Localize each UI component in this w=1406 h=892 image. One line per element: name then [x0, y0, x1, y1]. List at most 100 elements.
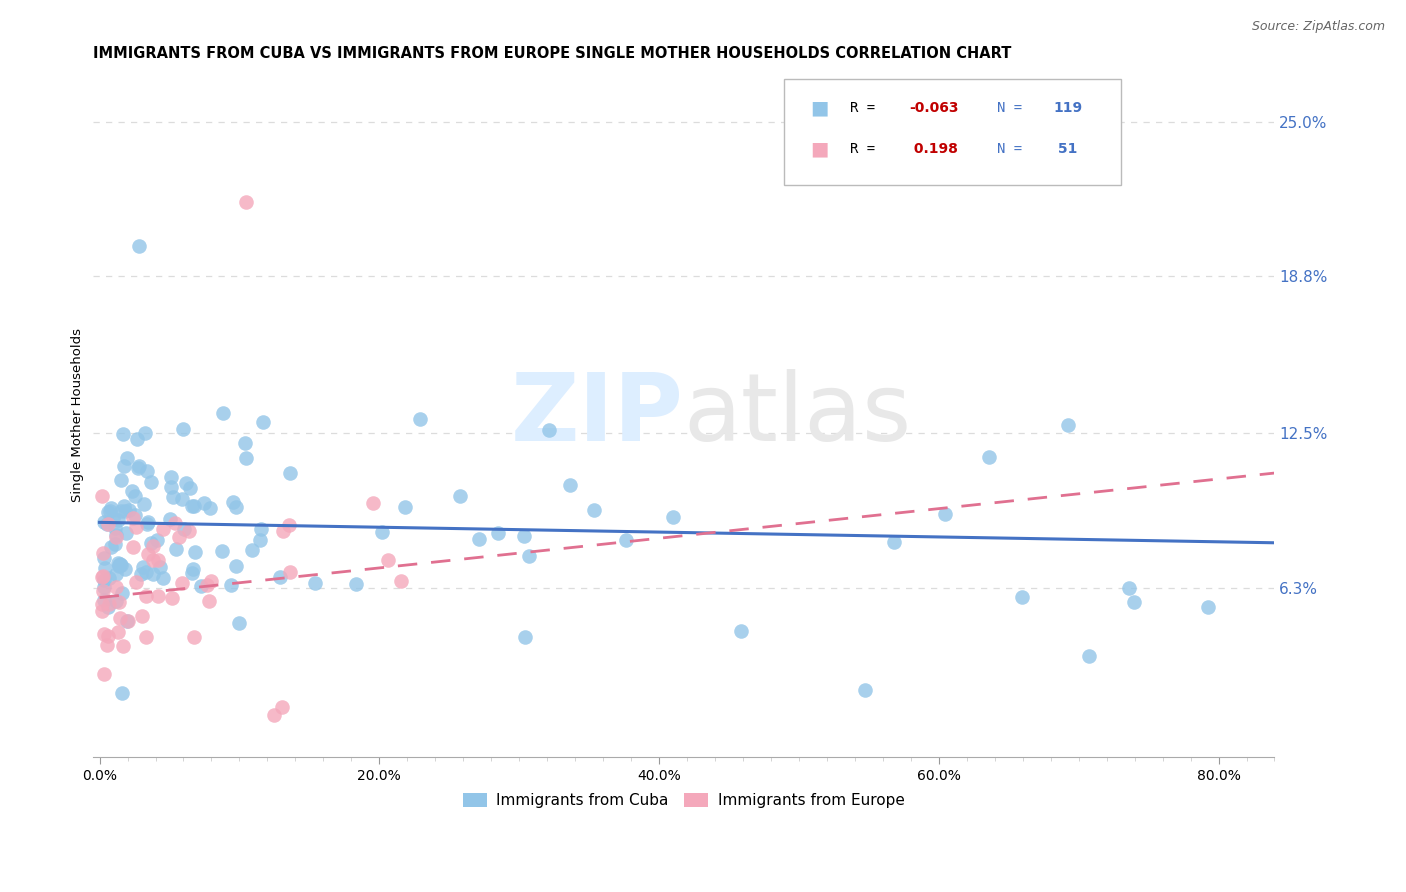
Point	[193, 496, 215, 510]
Text: -0.063: -0.063	[910, 101, 959, 115]
Point	[97, 630, 120, 644]
Point	[1011, 591, 1033, 605]
Point	[112, 458, 135, 473]
Point	[977, 450, 1000, 465]
Point	[361, 496, 384, 510]
Point	[183, 630, 205, 644]
Point	[111, 586, 134, 600]
Point	[163, 516, 186, 530]
Point	[172, 492, 194, 507]
Point	[211, 544, 233, 558]
Point	[730, 624, 752, 638]
Point	[122, 510, 145, 524]
Point	[183, 500, 205, 514]
Point	[128, 458, 150, 473]
Point	[249, 533, 271, 547]
Point	[225, 558, 247, 573]
Point	[107, 556, 129, 570]
Point	[173, 523, 195, 537]
Point	[135, 516, 157, 531]
Point	[152, 522, 174, 536]
Point	[114, 504, 136, 518]
Point	[118, 502, 141, 516]
Point	[104, 580, 127, 594]
Point	[107, 595, 129, 609]
Point	[449, 489, 471, 503]
Text: R =: R =	[851, 101, 884, 115]
Point	[142, 540, 165, 554]
Point	[91, 598, 114, 612]
Point	[198, 594, 221, 608]
Point	[513, 529, 536, 543]
Point	[93, 551, 115, 566]
Point	[110, 558, 132, 572]
Point	[110, 474, 132, 488]
Point	[97, 597, 120, 611]
Point	[104, 521, 127, 535]
Point	[100, 540, 122, 554]
Point	[105, 530, 128, 544]
Point	[114, 526, 136, 541]
Point	[121, 483, 143, 498]
Text: atlas: atlas	[683, 368, 911, 460]
Point	[250, 522, 273, 536]
Y-axis label: Single Mother Households: Single Mother Households	[72, 327, 84, 501]
Point	[377, 553, 399, 567]
Point	[97, 506, 120, 520]
Point	[115, 450, 138, 465]
Point	[142, 553, 165, 567]
Point	[179, 481, 201, 495]
Point	[582, 503, 605, 517]
Point	[252, 415, 274, 429]
Point	[124, 508, 146, 522]
Point	[1118, 582, 1140, 596]
Text: 0.198: 0.198	[910, 142, 957, 156]
Point	[174, 475, 197, 490]
Point	[132, 497, 155, 511]
Point	[131, 608, 153, 623]
Point	[128, 239, 150, 253]
Point	[269, 569, 291, 583]
Point	[96, 638, 118, 652]
Point	[278, 518, 301, 533]
Point	[136, 547, 159, 561]
Point	[125, 520, 148, 534]
Point	[111, 639, 134, 653]
Point	[181, 500, 204, 514]
Point	[235, 194, 257, 209]
Point	[91, 604, 114, 618]
Point	[233, 436, 256, 450]
Point	[145, 533, 167, 547]
Point	[127, 461, 149, 475]
Point	[177, 524, 200, 538]
Point	[139, 535, 162, 549]
Point	[100, 504, 122, 518]
Point	[104, 567, 127, 582]
Text: ZIP: ZIP	[510, 368, 683, 460]
Point	[93, 667, 115, 681]
Point	[184, 545, 207, 559]
Point	[93, 580, 115, 594]
Text: ■: ■	[810, 98, 828, 117]
Point	[278, 466, 301, 480]
Point	[200, 501, 222, 516]
Point	[278, 565, 301, 579]
Text: N =: N =	[997, 142, 1031, 156]
Point	[486, 526, 509, 541]
Point	[105, 594, 128, 608]
Point	[117, 614, 139, 628]
Point	[225, 500, 247, 514]
Point	[91, 569, 114, 583]
Point	[558, 477, 581, 491]
Point	[934, 507, 956, 521]
Point	[468, 533, 491, 547]
Point	[235, 450, 257, 465]
Point	[110, 504, 132, 518]
Point	[139, 475, 162, 489]
Point	[195, 578, 218, 592]
Text: ■: ■	[810, 139, 828, 158]
Point	[91, 584, 114, 599]
Point	[97, 571, 120, 585]
Point	[134, 425, 156, 440]
Point	[304, 576, 326, 591]
